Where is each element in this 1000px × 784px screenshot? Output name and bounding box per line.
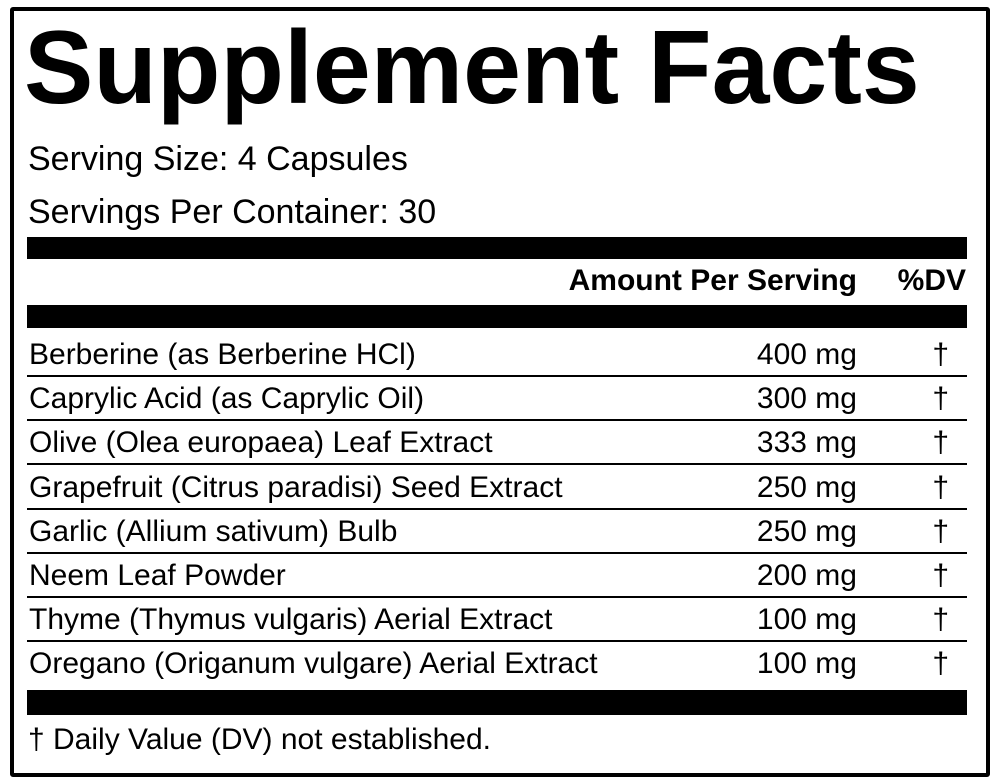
label-title: Supplement Facts [24, 10, 920, 126]
ingredient-dv: † [932, 382, 949, 416]
ingredient-dv: † [932, 426, 949, 460]
ingredient-dv: † [932, 338, 949, 371]
dv-header: %DV [897, 264, 966, 297]
ingredient-name: Berberine (as Berberine HCl) [29, 338, 416, 371]
row-divider [27, 375, 967, 377]
ingredient-dv: † [932, 470, 949, 504]
ingredient-row: Garlic (Allium sativum) Bulb 250 mg † [27, 510, 967, 554]
ingredient-amount: 250 mg [756, 470, 857, 504]
ingredient-row: Oregano (Origanum vulgare) Aerial Extrac… [27, 642, 967, 686]
ingredient-name: Oregano (Origanum vulgare) Aerial Extrac… [29, 647, 598, 681]
ingredient-dv: † [932, 603, 949, 637]
divider-thick [27, 237, 967, 259]
serving-size: Serving Size: 4 Capsules [28, 140, 408, 178]
ingredient-row: Berberine (as Berberine HCl) 400 mg † [27, 333, 967, 377]
ingredient-amount: 250 mg [756, 514, 857, 548]
row-divider [27, 507, 967, 510]
ingredient-row: Neem Leaf Powder 200 mg † [27, 554, 967, 598]
servings-per-container: Servings Per Container: 30 [28, 193, 437, 231]
ingredient-amount: 333 mg [756, 426, 857, 460]
ingredient-amount: 300 mg [756, 382, 857, 416]
ingredient-name: Garlic (Allium sativum) Bulb [29, 514, 398, 548]
divider-thick [27, 305, 967, 328]
amount-header: Amount Per Serving [568, 264, 857, 297]
ingredient-row: Caprylic Acid (as Caprylic Oil) 300 mg † [27, 377, 967, 422]
row-divider [27, 551, 967, 554]
divider-thick [27, 690, 967, 715]
row-divider [27, 596, 967, 598]
row-divider [27, 463, 967, 466]
ingredient-name: Thyme (Thymus vulgaris) Aerial Extract [29, 603, 553, 637]
ingredient-row: Grapefruit (Citrus paradisi) Seed Extrac… [27, 466, 967, 510]
row-divider [27, 640, 967, 643]
ingredient-amount: 200 mg [756, 559, 857, 592]
ingredient-name: Olive (Olea europaea) Leaf Extract [29, 426, 493, 460]
ingredient-amount: 100 mg [756, 647, 857, 681]
ingredient-dv: † [932, 559, 949, 592]
ingredient-amount: 100 mg [756, 603, 857, 637]
ingredient-row: Thyme (Thymus vulgaris) Aerial Extract 10… [27, 598, 967, 643]
footnote: † Daily Value (DV) not established. [28, 723, 492, 756]
ingredient-dv: † [932, 647, 949, 681]
label-border [10, 7, 990, 777]
ingredient-amount: 400 mg [756, 338, 857, 371]
ingredient-dv: † [932, 514, 949, 548]
ingredient-name: Neem Leaf Powder [29, 559, 286, 592]
ingredient-name: Caprylic Acid (as Caprylic Oil) [29, 382, 425, 416]
ingredient-row: Olive (Olea europaea) Leaf Extract 333 mg… [27, 421, 967, 466]
row-divider [27, 419, 967, 422]
ingredient-name: Grapefruit (Citrus paradisi) Seed Extrac… [29, 470, 563, 504]
